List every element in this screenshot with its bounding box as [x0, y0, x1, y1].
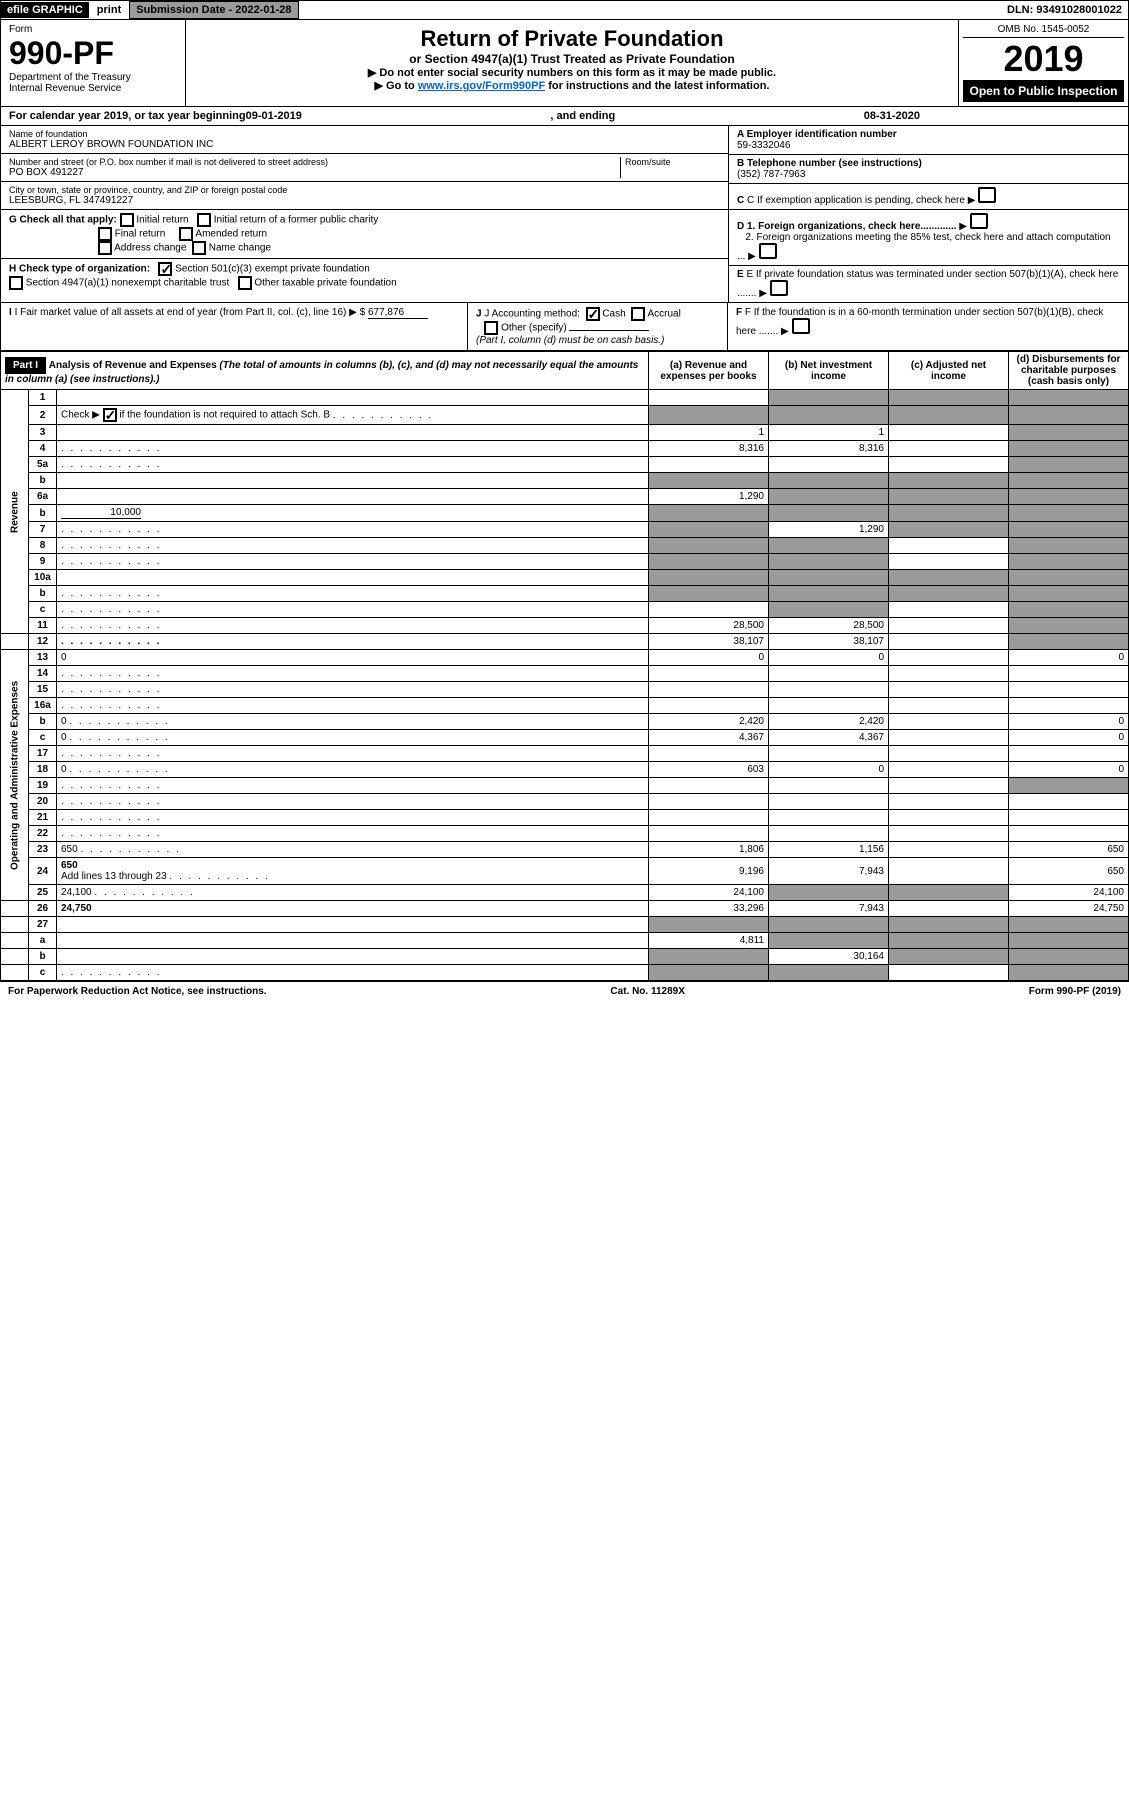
final-return-checkbox[interactable]	[98, 227, 112, 241]
col-d-header: (d) Disbursements for charitable purpose…	[1009, 352, 1129, 390]
end-date: 08-31-2020	[864, 110, 920, 122]
addr-cell: Number and street (or P.O. box number if…	[1, 154, 728, 182]
note-link: ▶ Go to www.irs.gov/Form990PF for instru…	[192, 79, 952, 92]
dln: DLN: 93491028001022	[1001, 2, 1128, 18]
header-right: OMB No. 1545-0052 2019 Open to Public In…	[958, 20, 1128, 106]
top-bar: efile GRAPHIC print Submission Date - 20…	[0, 0, 1129, 20]
paperwork-notice: For Paperwork Reduction Act Notice, see …	[8, 986, 267, 997]
phone-cell: B Telephone number (see instructions) (3…	[729, 155, 1128, 184]
sch-b-checkbox[interactable]	[103, 408, 117, 422]
calendar-row: For calendar year 2019, or tax year begi…	[0, 107, 1129, 126]
note-ssn: ▶ Do not enter social security numbers o…	[192, 66, 952, 79]
name-cell: Name of foundation ALBERT LEROY BROWN FO…	[1, 126, 728, 154]
omb-no: OMB No. 1545-0052	[963, 24, 1124, 38]
info-left: Name of foundation ALBERT LEROY BROWN FO…	[1, 126, 728, 302]
print-link[interactable]: print	[93, 2, 125, 18]
i-cell: I I Fair market value of all assets at e…	[1, 303, 468, 350]
ijf-row: I I Fair market value of all assets at e…	[0, 303, 1129, 351]
f-cell: F F If the foundation is in a 60-month t…	[728, 303, 1128, 350]
form-word: Form	[9, 24, 177, 35]
city-cell: City or town, state or province, country…	[1, 182, 728, 210]
col-c-header: (c) Adjusted net income	[889, 352, 1009, 390]
name-change-checkbox[interactable]	[192, 241, 206, 255]
info-right: A Employer identification number 59-3332…	[728, 126, 1128, 302]
irs: Internal Revenue Service	[9, 83, 177, 94]
e-cell: E E If private foundation status was ter…	[729, 266, 1128, 302]
col-b-header: (b) Net investment income	[769, 352, 889, 390]
revenue-side-label: Revenue	[1, 390, 29, 634]
form-ref: Form 990-PF (2019)	[1029, 986, 1121, 997]
other-taxable-checkbox[interactable]	[238, 276, 252, 290]
status-terminated-checkbox[interactable]	[770, 280, 788, 296]
info-block: Name of foundation ALBERT LEROY BROWN FO…	[0, 126, 1129, 303]
address-change-checkbox[interactable]	[98, 241, 112, 255]
form990pf-link[interactable]: www.irs.gov/Form990PF	[418, 80, 545, 92]
other-method-checkbox[interactable]	[484, 321, 498, 335]
foreign-85-checkbox[interactable]	[759, 243, 777, 259]
h-check-row: H Check type of organization: Section 50…	[1, 259, 728, 293]
60-month-checkbox[interactable]	[792, 318, 810, 334]
form-header: Form 990-PF Department of the Treasury I…	[0, 20, 1129, 107]
part1-table: Part I Analysis of Revenue and Expenses …	[0, 351, 1129, 981]
part1-header: Part I	[5, 357, 46, 374]
exemption-pending-checkbox[interactable]	[978, 187, 996, 203]
efile-label: efile GRAPHIC	[1, 2, 89, 18]
amended-return-checkbox[interactable]	[179, 227, 193, 241]
c-cell: C C If exemption application is pending,…	[729, 184, 1128, 210]
header-mid: Return of Private Foundation or Section …	[186, 20, 958, 106]
ein-cell: A Employer identification number 59-3332…	[729, 126, 1128, 155]
form-title: Return of Private Foundation	[192, 26, 952, 52]
j-cell: J J Accounting method: Cash Accrual Othe…	[468, 303, 728, 350]
submission-date: Submission Date - 2022-01-28	[129, 1, 298, 19]
cash-checkbox[interactable]	[586, 307, 600, 321]
501c3-checkbox[interactable]	[158, 262, 172, 276]
initial-former-checkbox[interactable]	[197, 213, 211, 227]
form-number: 990-PF	[9, 35, 177, 72]
accrual-checkbox[interactable]	[631, 307, 645, 321]
form-subtitle: or Section 4947(a)(1) Trust Treated as P…	[192, 52, 952, 66]
tax-year: 2019	[963, 38, 1124, 80]
footer: For Paperwork Reduction Act Notice, see …	[0, 981, 1129, 1001]
header-left: Form 990-PF Department of the Treasury I…	[1, 20, 186, 106]
cat-no: Cat. No. 11289X	[610, 986, 684, 997]
expenses-side-label: Operating and Administrative Expenses	[1, 650, 29, 901]
foreign-org-checkbox[interactable]	[970, 213, 988, 229]
dept: Department of the Treasury	[9, 72, 177, 83]
d-cell: D 1. Foreign organizations, check here..…	[729, 210, 1128, 266]
col-a-header: (a) Revenue and expenses per books	[649, 352, 769, 390]
g-check-row: G Check all that apply: Initial return I…	[1, 210, 728, 259]
initial-return-checkbox[interactable]	[120, 213, 134, 227]
begin-date: 09-01-2019	[246, 110, 302, 122]
4947-checkbox[interactable]	[9, 276, 23, 290]
open-public: Open to Public Inspection	[963, 80, 1124, 102]
